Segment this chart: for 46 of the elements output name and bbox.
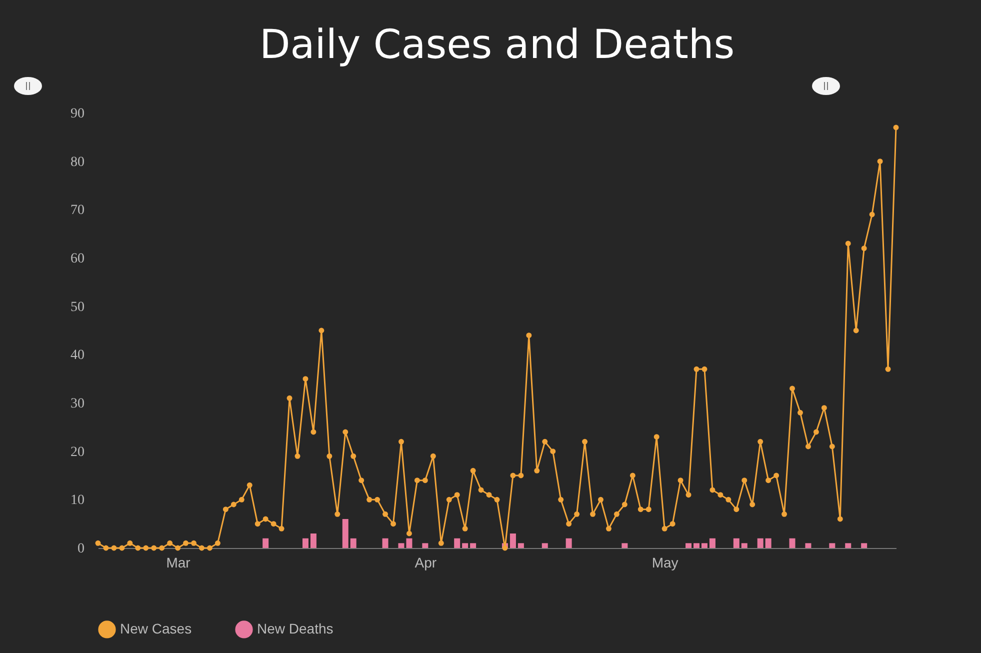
bar — [382, 538, 388, 548]
bar — [765, 538, 772, 548]
bar — [686, 543, 692, 548]
bar — [454, 538, 460, 548]
bar — [694, 543, 700, 548]
bar — [510, 534, 516, 548]
bar — [310, 534, 316, 548]
bar — [622, 543, 628, 548]
y-tick-label: 80 — [70, 154, 84, 170]
bar — [342, 519, 348, 548]
y-tick-label: 20 — [70, 444, 84, 460]
x-tick-label: Apr — [414, 554, 437, 570]
bar — [566, 538, 572, 548]
y-tick-label: 90 — [70, 106, 84, 122]
y-tick-label: 50 — [70, 300, 84, 315]
bar — [805, 543, 812, 548]
bar — [398, 543, 404, 548]
bar — [518, 543, 524, 548]
legend-label: New Deaths — [257, 620, 334, 636]
bar — [701, 543, 708, 548]
x-tick-label: Mar — [166, 554, 191, 570]
bar — [741, 543, 748, 548]
bar — [406, 538, 412, 548]
bar — [757, 538, 764, 548]
y-tick-label: 0 — [78, 542, 84, 556]
bar — [733, 538, 740, 548]
y-tick-label: 70 — [70, 203, 84, 218]
bar — [350, 538, 356, 548]
bar — [709, 538, 716, 548]
bar — [422, 543, 428, 548]
bar — [262, 538, 269, 548]
y-tick-label: 10 — [70, 493, 84, 508]
bar — [861, 543, 868, 548]
legend-label: New Cases — [120, 620, 192, 636]
bar — [829, 543, 836, 548]
y-tick-label: 40 — [70, 348, 84, 364]
bar — [542, 543, 548, 548]
y-tick-label: 30 — [70, 396, 84, 412]
bar — [302, 538, 308, 548]
chart-title: Daily Cases and Deaths — [259, 22, 735, 68]
x-tick-label: May — [652, 554, 678, 570]
bar — [470, 543, 476, 548]
bar — [845, 543, 852, 548]
bar — [789, 538, 796, 548]
bar — [462, 543, 468, 548]
y-tick-label: 60 — [70, 252, 84, 266]
